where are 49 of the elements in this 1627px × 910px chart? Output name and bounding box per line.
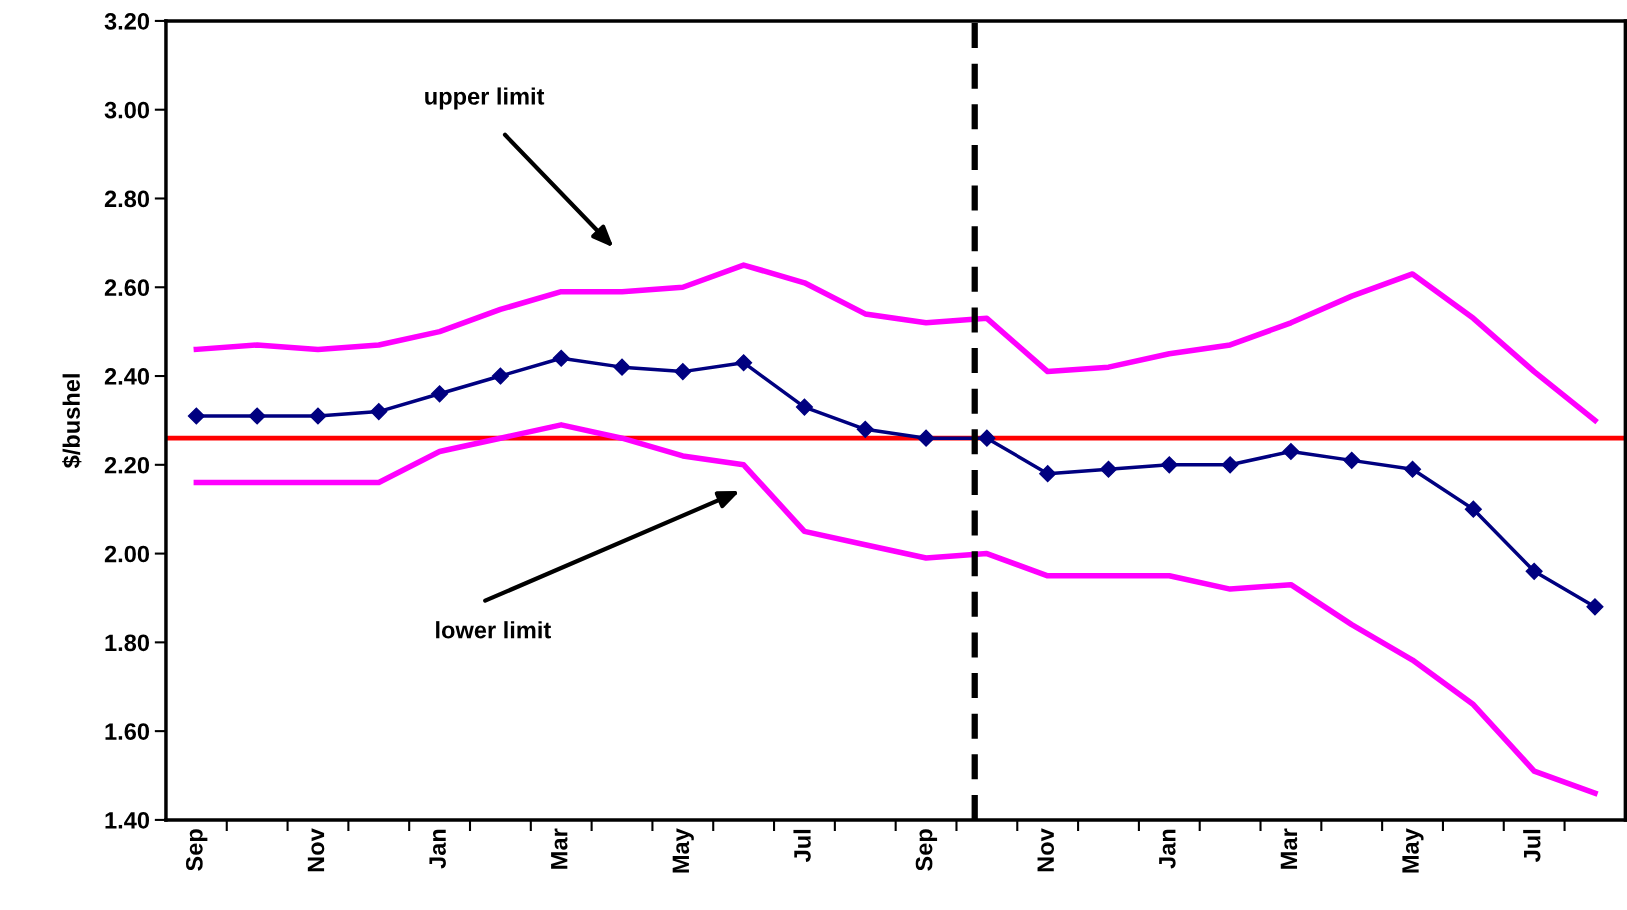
y-tick-label: 2.80 xyxy=(104,190,150,208)
point xyxy=(1099,460,1118,478)
point xyxy=(187,407,205,425)
point xyxy=(248,407,266,425)
point xyxy=(309,407,327,425)
x-tick-label: Jul xyxy=(1523,829,1541,862)
y-tick-label: 3.00 xyxy=(104,101,150,119)
y-tick-label: 3.20 xyxy=(104,13,150,30)
point xyxy=(431,385,449,403)
x-tick-label: Mar xyxy=(551,828,568,869)
x-tick-label: Sep xyxy=(185,829,208,871)
point xyxy=(370,402,388,421)
x-tick-label: Nov xyxy=(1037,828,1055,872)
annotation: lower limit xyxy=(436,621,551,639)
point xyxy=(1525,562,1543,580)
x-tick-label: Jan xyxy=(429,829,446,869)
y-tick-label: 2.60 xyxy=(104,279,150,297)
y-tick-label: 2.20 xyxy=(104,456,150,474)
y-tick-label: 1.80 xyxy=(105,634,150,652)
y-tick-label: 2.40 xyxy=(104,368,150,385)
point xyxy=(674,363,692,381)
y-tick-label: 1.60 xyxy=(105,723,150,740)
point xyxy=(1403,460,1422,478)
point xyxy=(613,358,631,376)
point xyxy=(491,367,509,385)
point xyxy=(1343,451,1361,469)
x-tick-label: May xyxy=(1402,828,1424,873)
point xyxy=(1586,598,1604,616)
annotation: upper limit xyxy=(425,87,545,110)
x-tick-label: Nov xyxy=(307,828,325,872)
point xyxy=(917,429,935,447)
point xyxy=(1160,456,1178,474)
point xyxy=(856,420,874,438)
point xyxy=(978,429,996,447)
point xyxy=(1464,500,1482,518)
x-tick-label: Jul xyxy=(793,829,811,862)
point xyxy=(552,349,570,367)
x-tick-label: Sep xyxy=(915,829,938,871)
point xyxy=(1221,456,1239,474)
x-tick-label: Mar xyxy=(1280,828,1298,869)
x-tick-label: Jan xyxy=(1159,829,1176,869)
point xyxy=(1039,465,1057,483)
point xyxy=(1282,442,1300,461)
x-tick-label: May xyxy=(672,828,694,873)
y-axis-title: $/bushel xyxy=(62,374,82,468)
point xyxy=(735,354,753,372)
y-tick-label: 2.00 xyxy=(104,545,150,563)
point xyxy=(795,398,814,416)
y-tick-label: 1.40 xyxy=(105,811,150,829)
